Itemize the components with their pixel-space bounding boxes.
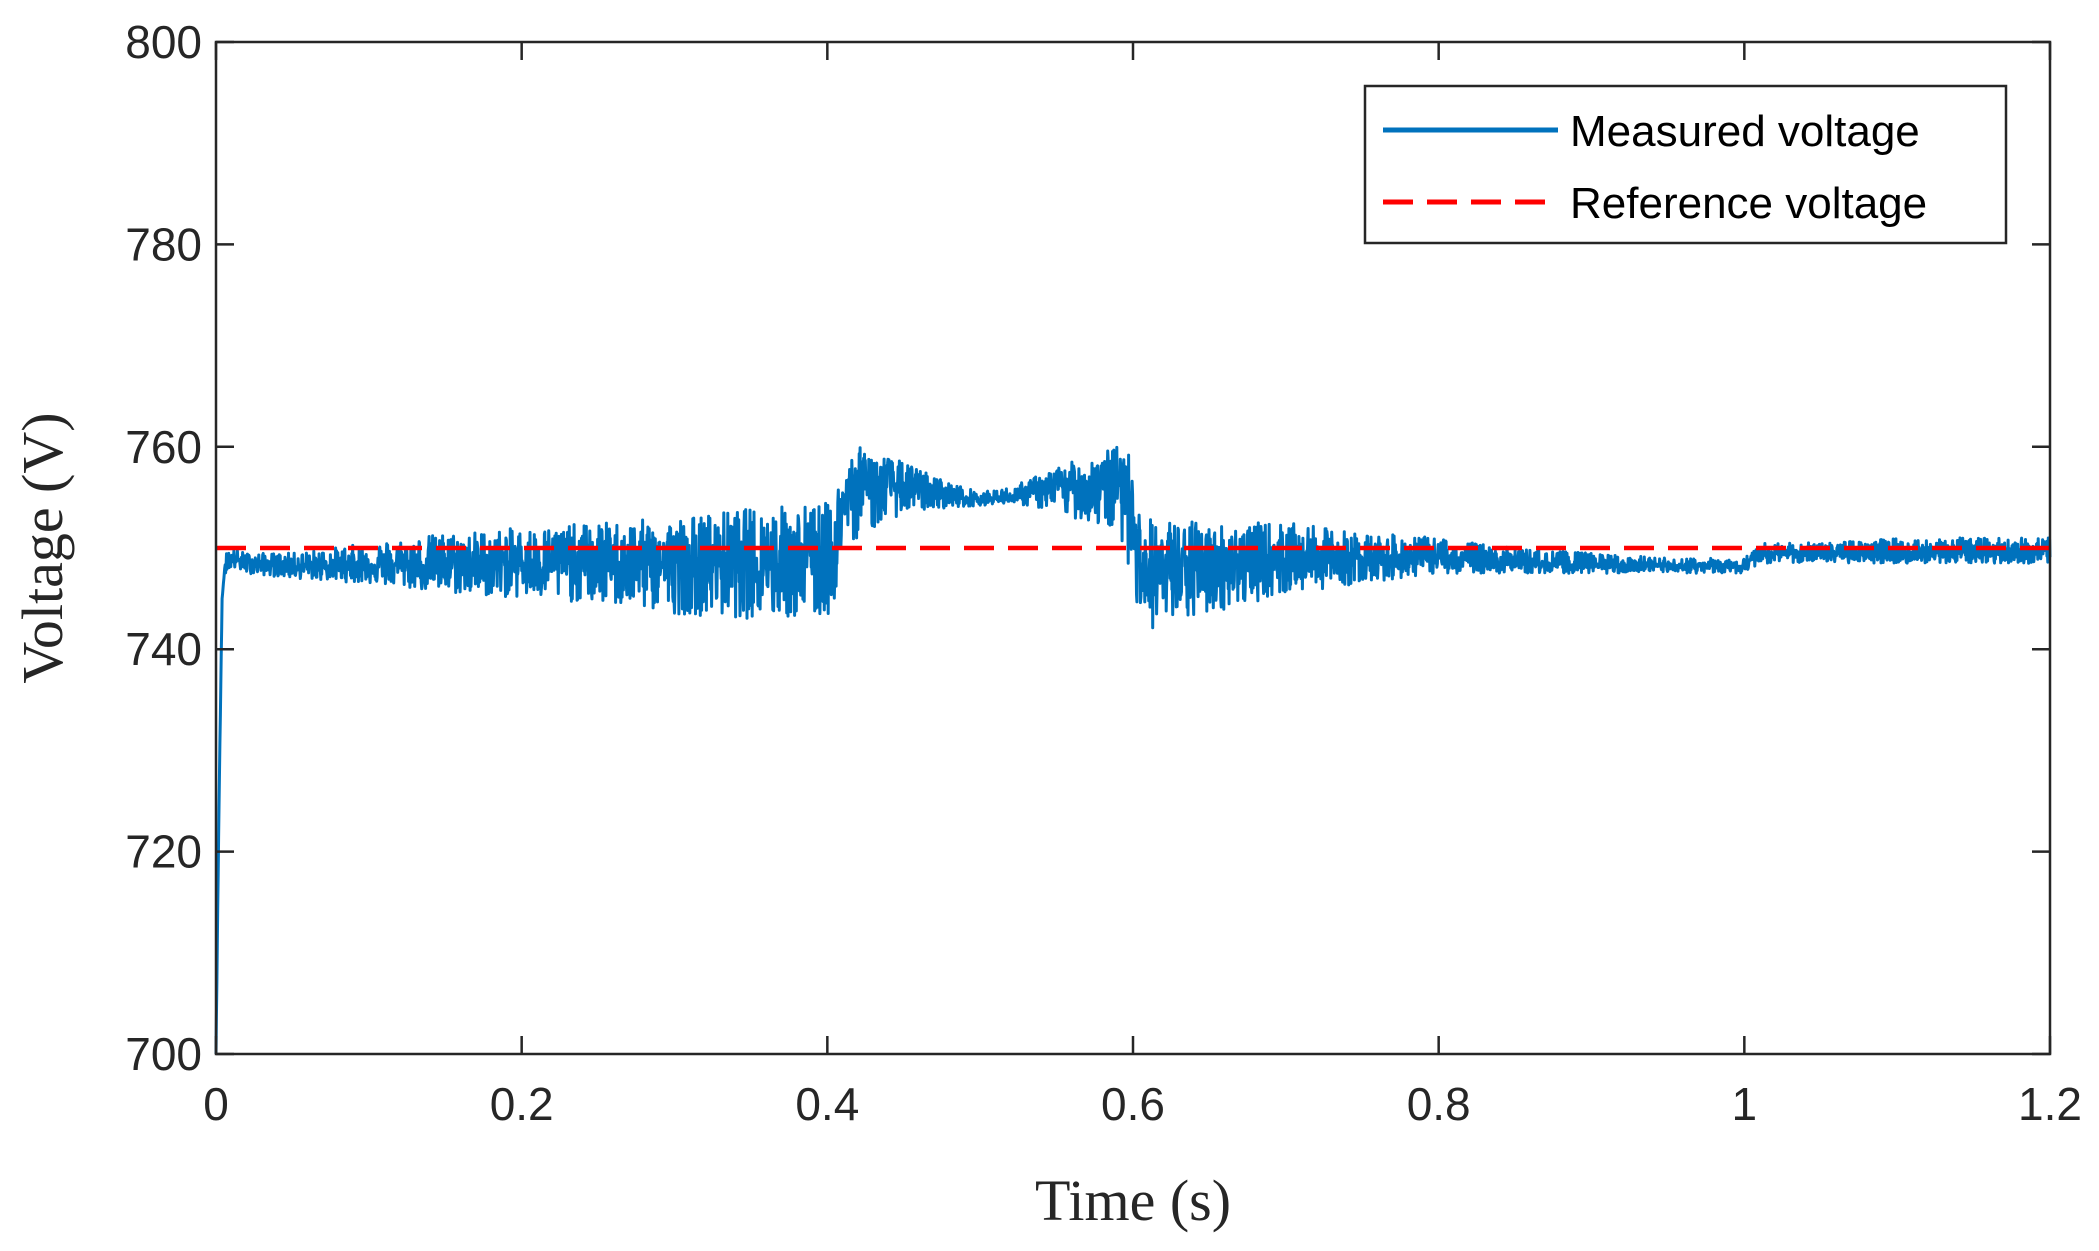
legend: Measured voltage Reference voltage [1363,84,2008,245]
y-tick-label: 720 [125,826,202,878]
x-tick-label: 0.2 [490,1078,554,1130]
y-axis-ticks: 700 720 740 760 780 800 [125,16,2050,1080]
x-tick-label: 0 [203,1078,229,1130]
measured-voltage-line [214,445,2052,1055]
legend-label-measured: Measured voltage [1570,107,1920,156]
y-tick-label: 700 [125,1028,202,1080]
x-tick-label: 0.4 [795,1078,859,1130]
legend-box [1363,84,2008,245]
measured-voltage-series [214,445,2052,1055]
x-axis-ticks: 0 0.2 0.4 0.6 0.8 1 1.2 [203,42,2082,1130]
y-tick-label: 740 [125,623,202,675]
y-tick-label: 800 [125,16,202,68]
x-tick-label: 1 [1732,1078,1758,1130]
y-tick-label: 760 [125,421,202,473]
x-tick-label: 1.2 [2018,1078,2082,1130]
legend-label-reference: Reference voltage [1570,179,1927,228]
x-axis-title: Time (s) [1035,1168,1231,1233]
y-axis-title: Voltage (V) [10,412,75,683]
y-tick-label: 780 [125,218,202,270]
x-tick-label: 0.8 [1407,1078,1471,1130]
x-tick-label: 0.6 [1101,1078,1165,1130]
